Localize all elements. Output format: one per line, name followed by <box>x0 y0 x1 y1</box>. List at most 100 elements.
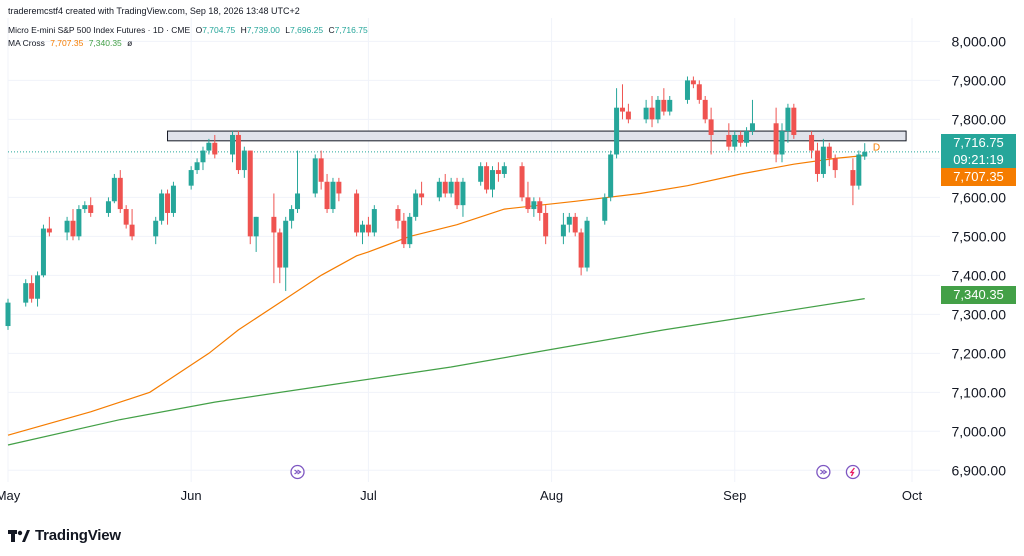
candle-down <box>850 158 856 206</box>
price-tick-label: 7,400.00 <box>952 267 1007 283</box>
candle-up <box>460 177 466 217</box>
candle-body <box>29 283 35 299</box>
ma-slow-value: 7,340.35 <box>88 38 122 48</box>
candle-body <box>690 80 696 85</box>
candle-up <box>820 138 826 178</box>
candle-body <box>732 134 738 147</box>
candle-up <box>856 150 862 190</box>
candle-body <box>241 150 247 171</box>
candle-body <box>194 162 200 171</box>
candle-body <box>820 146 826 174</box>
low-label: L <box>285 25 290 35</box>
candle-up <box>732 131 738 151</box>
candle-body <box>318 158 324 182</box>
tradingview-brand[interactable]: TradingView <box>8 527 121 544</box>
candle-body <box>111 177 117 202</box>
candle-up <box>360 220 366 245</box>
candle-down <box>277 228 283 284</box>
indicator-settings-icon[interactable]: ø <box>127 38 133 48</box>
candle-body <box>850 170 856 186</box>
candle-body <box>170 185 176 213</box>
candle-down <box>88 197 94 217</box>
candle-down <box>809 131 815 159</box>
candle-down <box>336 177 342 202</box>
candle-down <box>354 189 360 237</box>
price-tick-label: 6,900.00 <box>952 462 1007 478</box>
ma-slow-badge: 7,340.35 <box>941 286 1016 304</box>
candle-down <box>738 131 744 147</box>
candle-down <box>649 95 655 128</box>
price-axis[interactable]: 8,000.007,900.007,800.007,700.007,600.00… <box>952 33 1007 478</box>
candle-body <box>738 134 744 143</box>
candle-down <box>29 275 35 303</box>
symbol-legend[interactable]: Micro E-mini S&P 500 Index Futures · 1D … <box>8 25 371 35</box>
candle-body <box>643 107 649 120</box>
chart-grid <box>7 18 940 482</box>
candle-body <box>578 232 584 268</box>
candle-up <box>560 212 566 245</box>
candle-body <box>625 111 631 120</box>
event-markers: D <box>290 143 880 480</box>
candle-body <box>779 131 785 155</box>
candle-body <box>253 216 259 237</box>
candle-up <box>188 166 194 190</box>
candle-body <box>70 220 76 237</box>
resistance-zone[interactable] <box>167 130 907 142</box>
candle-up <box>295 150 301 213</box>
candle-body <box>655 99 661 120</box>
candle-body <box>35 275 41 299</box>
last-price-badge: 7,716.75 09:21:19 <box>941 134 1016 168</box>
candle-up <box>194 158 200 174</box>
candle-body <box>584 220 590 268</box>
candle-down <box>247 150 253 245</box>
event-lightning-icon <box>845 464 861 480</box>
candle-down <box>318 150 324 190</box>
candle-body <box>661 99 667 112</box>
candle-down <box>525 181 531 213</box>
candle-body <box>572 216 578 233</box>
open-value: 7,704.75 <box>202 25 236 35</box>
candle-down <box>572 212 578 237</box>
candle-body <box>649 107 655 120</box>
candle-down <box>537 197 543 221</box>
candle-up <box>289 205 295 229</box>
candle-down <box>726 123 732 151</box>
ma-slow-line <box>7 298 865 446</box>
candle-body <box>123 209 129 225</box>
candle-body <box>312 158 318 194</box>
candle-body <box>64 220 70 233</box>
close-label: C <box>328 25 335 35</box>
candle-up <box>785 103 791 143</box>
bar-countdown: 09:21:19 <box>953 152 1004 167</box>
candle-body <box>448 181 454 194</box>
candle-down <box>696 80 702 104</box>
candle-up <box>749 99 755 135</box>
time-tick-label: May <box>0 488 21 503</box>
candle-body <box>82 205 88 210</box>
time-tick-label: Aug <box>540 488 563 503</box>
candle-body <box>230 134 236 155</box>
open-label: O <box>195 25 203 35</box>
indicator-legend[interactable]: MA Cross 7,707.35 7,340.35 ø <box>8 38 132 48</box>
candle-down <box>454 177 460 210</box>
candle-up <box>312 154 318 198</box>
candle-up <box>655 95 661 124</box>
candle-body <box>684 80 690 100</box>
candle-up <box>35 271 41 307</box>
candle-down <box>117 170 123 213</box>
candle-down <box>419 181 425 206</box>
time-axis[interactable]: May Jun Jul Aug Sep Oct <box>0 488 922 503</box>
candle-body <box>165 193 171 213</box>
candle-body <box>519 166 525 198</box>
candle-down <box>165 189 171 225</box>
candle-down <box>826 142 832 167</box>
candle-up <box>159 189 165 225</box>
price-tick-label: 7,600.00 <box>952 189 1007 205</box>
candle-body <box>401 220 407 245</box>
candle-body <box>814 150 820 174</box>
candle-down <box>661 88 667 116</box>
candle-down <box>578 228 584 276</box>
candle-body <box>153 220 159 237</box>
ma-lines <box>7 154 865 446</box>
